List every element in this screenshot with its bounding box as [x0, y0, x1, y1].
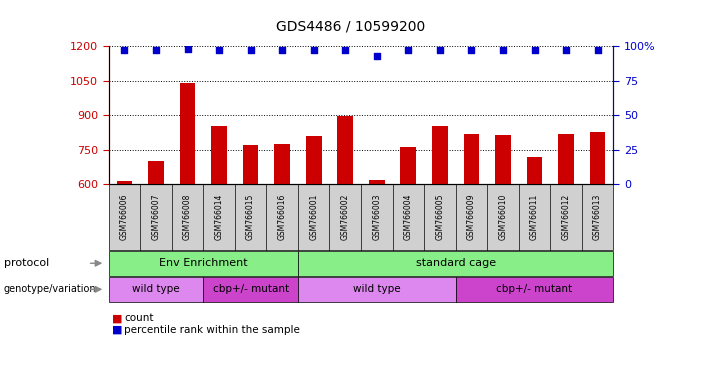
Bar [243, 145, 259, 184]
Bar [116, 181, 132, 184]
Bar [211, 126, 227, 184]
Text: GSM766003: GSM766003 [372, 194, 381, 240]
Text: GSM766010: GSM766010 [498, 194, 508, 240]
Bar [400, 147, 416, 184]
Text: ■: ■ [112, 325, 123, 335]
Text: GSM766014: GSM766014 [215, 194, 224, 240]
Bar [495, 135, 511, 184]
Text: protocol: protocol [4, 258, 49, 268]
Point [592, 47, 604, 53]
Text: ■: ■ [112, 313, 123, 323]
Text: GSM766004: GSM766004 [404, 194, 413, 240]
Point [245, 47, 257, 53]
Bar [179, 83, 196, 184]
Bar [274, 144, 290, 184]
Point [308, 47, 320, 53]
Text: standard cage: standard cage [416, 258, 496, 268]
Text: GSM766011: GSM766011 [530, 194, 539, 240]
Text: wild type: wild type [132, 284, 179, 295]
Bar [526, 157, 543, 184]
Text: GSM766013: GSM766013 [593, 194, 602, 240]
Bar [463, 134, 479, 184]
Text: GSM766006: GSM766006 [120, 194, 129, 240]
Text: GSM766008: GSM766008 [183, 194, 192, 240]
Point [561, 47, 572, 53]
Bar [306, 136, 322, 184]
Bar [337, 116, 353, 184]
Bar [148, 161, 164, 184]
Text: cbp+/- mutant: cbp+/- mutant [496, 284, 573, 295]
Text: GSM766012: GSM766012 [562, 194, 571, 240]
Text: genotype/variation: genotype/variation [4, 284, 96, 295]
Text: GSM766016: GSM766016 [278, 194, 287, 240]
Text: GSM766005: GSM766005 [435, 194, 444, 240]
Point [214, 47, 225, 53]
Bar [369, 180, 385, 184]
Text: GSM766015: GSM766015 [246, 194, 255, 240]
Point [403, 47, 414, 53]
Text: GSM766001: GSM766001 [309, 194, 318, 240]
Bar [558, 134, 574, 184]
Bar [590, 132, 606, 184]
Point [151, 47, 162, 53]
Text: cbp+/- mutant: cbp+/- mutant [212, 284, 289, 295]
Text: GDS4486 / 10599200: GDS4486 / 10599200 [276, 19, 425, 33]
Point [435, 47, 446, 53]
Text: count: count [124, 313, 154, 323]
Text: GSM766002: GSM766002 [341, 194, 350, 240]
Point [466, 47, 477, 53]
Point [529, 47, 540, 53]
Text: wild type: wild type [353, 284, 400, 295]
Point [340, 47, 351, 53]
Point [277, 47, 288, 53]
Text: percentile rank within the sample: percentile rank within the sample [124, 325, 300, 335]
Bar [432, 126, 448, 184]
Text: Env Enrichment: Env Enrichment [159, 258, 247, 268]
Text: GSM766009: GSM766009 [467, 194, 476, 240]
Text: GSM766007: GSM766007 [151, 194, 161, 240]
Point [372, 53, 383, 59]
Point [119, 47, 130, 53]
Point [182, 46, 193, 52]
Point [498, 47, 509, 53]
